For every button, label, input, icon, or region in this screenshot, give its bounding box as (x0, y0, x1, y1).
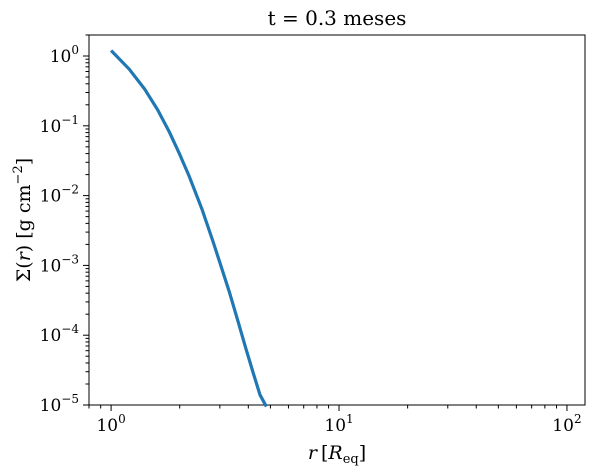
y-tick-label: 10−2 (40, 183, 79, 207)
x-axis-label-R: R (327, 442, 342, 464)
y-tick-label: 100 (50, 43, 79, 67)
x-axis-label: r [Req] (308, 442, 366, 467)
plot-frame (88, 34, 586, 406)
x-axis-label-close: ] (359, 442, 366, 464)
axis-ticks: 100 101 102 100 10−1 10−2 10−3 10−4 10−5 (40, 34, 582, 436)
x-tick-label: 102 (552, 412, 581, 436)
y-axis-label: Σ(r) [g cm−2] (11, 158, 35, 282)
x-tick-label: 100 (96, 412, 125, 436)
x-axis-label-r: r (308, 442, 319, 464)
y-axis-label-r: r (13, 250, 35, 261)
y-tick-label: 10−5 (40, 392, 79, 416)
y-tick-label: 10−1 (40, 113, 79, 137)
y-axis-label-exp: −2 (11, 165, 26, 184)
y-tick-label: 10−4 (40, 322, 80, 346)
y-axis-label-mid: ) [g cm (13, 184, 35, 252)
chart-title: t = 0.3 meses (268, 6, 407, 30)
x-axis-label-open: [ (321, 442, 328, 464)
x-axis-label-sub: eq (343, 452, 359, 467)
x-tick-label: 101 (324, 412, 353, 436)
series-line (109, 49, 268, 408)
series-group (109, 49, 268, 408)
y-axis-label-sigma: Σ( (13, 261, 35, 282)
y-tick-label: 10−3 (40, 252, 79, 276)
y-axis-label-close: ] (13, 158, 35, 165)
